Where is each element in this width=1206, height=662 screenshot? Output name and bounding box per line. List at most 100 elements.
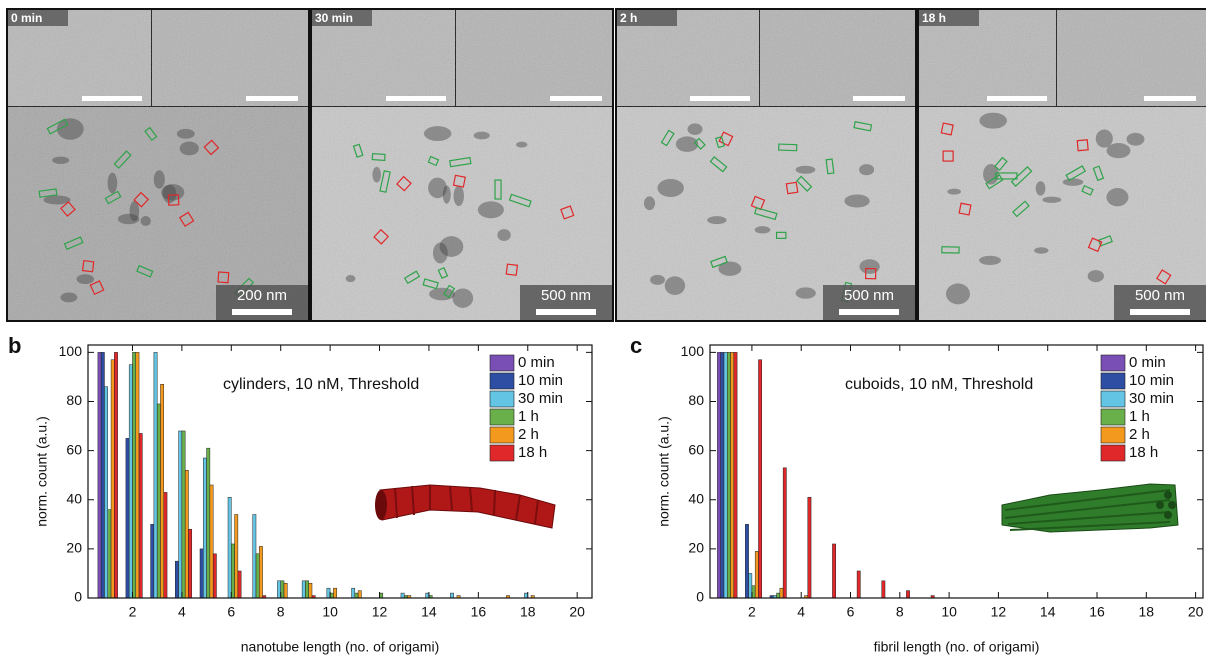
micrograph-row: 0 min 200 nm 30 min 500 nm 2 h 500 nm 18 h 500 … [6,8,1206,322]
inset-scale-bar [246,96,298,101]
bar [203,457,207,599]
stain [162,184,177,204]
bar [100,352,105,599]
legend-swatch [489,426,515,444]
x-tick-label: 6 [227,604,235,620]
y-tick-label: 80 [688,392,704,408]
stain [687,123,703,135]
particle-box [113,150,132,169]
bar [450,592,454,599]
legend-swatch [489,408,515,426]
particle-box [1012,200,1030,218]
bar [231,543,235,599]
particle-box [560,205,575,220]
stain [1062,178,1084,186]
stain [497,229,511,241]
particle-box [1081,184,1094,196]
legend-label: 18 h [518,444,547,461]
legend-label: 1 h [518,408,539,425]
y-tick-label: 0 [696,589,704,605]
bar [301,580,306,599]
particle-box [449,156,472,168]
stain [1106,188,1129,207]
particle-box [994,156,1008,172]
particle-box [505,263,519,276]
bar [199,548,204,599]
particle-box [60,201,76,217]
bar [209,484,214,599]
particle-box [63,236,84,251]
particle-box [133,191,150,208]
micrograph-panel: 0 min 200 nm [6,8,310,322]
inset-scale-bar [853,96,905,101]
micrograph-panel: 2 h 500 nm [615,8,917,322]
bar [754,551,759,599]
stain [423,126,452,142]
stain [107,172,118,194]
bar [138,433,143,599]
x-axis-label: fibril length (no. of origami) [874,639,1040,655]
y-tick-label: 20 [688,540,704,556]
bar [807,497,812,599]
bar [227,497,232,599]
particle-box [81,259,95,273]
bar [212,553,217,599]
stain [1035,181,1046,196]
bar [237,570,242,599]
bar [184,470,189,599]
x-tick-label: 2 [129,604,137,620]
panel-letter: c [630,333,642,358]
particle-box [38,188,58,198]
bar [333,587,337,599]
scale-bar [232,309,292,315]
x-tick-label: 6 [847,604,855,620]
x-tick-label: 20 [1188,604,1204,620]
inset-scale-bar [550,96,602,101]
bar [104,386,109,599]
stain [795,165,816,174]
inset-scale-bar [987,96,1047,101]
bar [97,352,102,599]
stain [707,216,727,225]
bar [153,352,158,599]
x-tick-label: 4 [178,604,186,620]
plot-frame [709,344,1204,599]
bar [156,403,161,599]
particle-box [825,158,835,175]
particle-box [89,280,105,296]
bar [110,359,115,599]
particle-box [940,122,954,136]
particle-box [1065,165,1087,182]
x-tick-label: 10 [941,604,957,620]
stain [153,170,165,189]
bar [305,580,309,599]
bar [758,359,763,599]
bar [175,560,179,599]
bar [114,352,118,599]
bar [906,590,910,599]
stain [718,261,742,276]
stain [1034,247,1049,254]
stain [52,156,70,165]
stain [859,164,875,176]
inset-scale-bar [1144,96,1196,101]
chart: 0 20 40 60 80 100 2 4 6 8 10 12 14 16 18 20 fibril lengt… [630,333,1204,655]
time-label: 0 min [11,11,42,25]
stain [675,136,699,152]
panel-letter: b [8,333,21,358]
bar [255,553,260,599]
particle-box [1087,237,1103,253]
stain [432,242,448,264]
bar [400,592,405,599]
legend-label: 0 min [1129,354,1166,371]
stain [129,201,140,222]
stain [754,226,771,234]
particle-box [443,284,456,299]
chart: 0 20 40 60 80 100 2 4 6 8 10 12 14 16 18 20 nanotube len… [8,333,593,655]
stain [179,141,199,156]
grain [919,10,1206,320]
particle-box [422,278,439,290]
x-tick-label: 18 [1139,604,1155,620]
particle-box [396,175,412,192]
y-tick-label: 100 [681,343,705,359]
